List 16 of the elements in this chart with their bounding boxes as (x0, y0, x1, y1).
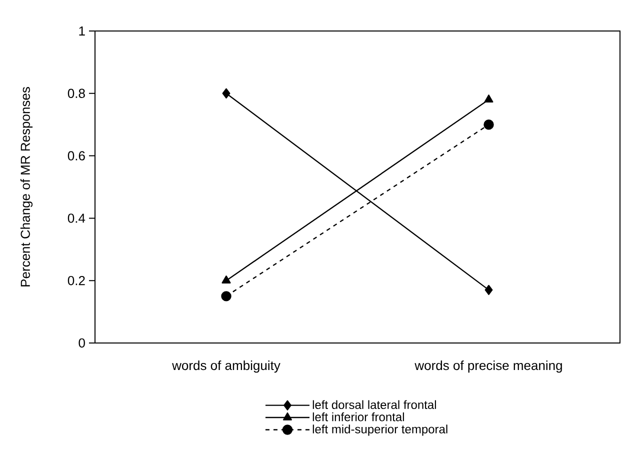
y-axis-title: Percent Change of MR Responses (20, 87, 33, 286)
x-tick-label: words of ambiguity (172, 360, 280, 373)
legend-label: left inferior frontal (312, 412, 404, 422)
y-tick-label: 0.6 (68, 151, 85, 160)
y-tick-label: 0 (78, 338, 85, 348)
legend-label: left dorsal lateral frontal (312, 400, 436, 410)
x-tick-label: words of precise meaning (414, 360, 562, 373)
legend-label: left mid-superior temporal (312, 424, 448, 436)
point (222, 88, 230, 98)
y-tick-label: 0.2 (68, 276, 85, 286)
point (484, 119, 494, 130)
y-tick-label: 0.8 (68, 88, 85, 98)
point (484, 284, 493, 296)
y-tick-label: 0.4 (68, 214, 86, 223)
y-tick-label: 1 (79, 26, 85, 36)
point (221, 291, 232, 302)
